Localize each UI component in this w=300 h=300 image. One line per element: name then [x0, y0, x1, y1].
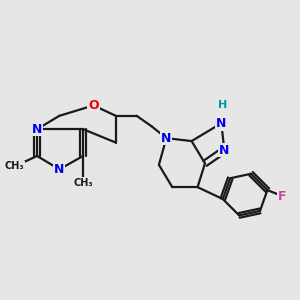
Text: CH₃: CH₃: [5, 161, 25, 171]
Text: N: N: [219, 143, 230, 157]
Text: N: N: [32, 123, 42, 136]
Text: H: H: [218, 100, 227, 110]
Text: CH₃: CH₃: [73, 178, 93, 188]
Text: N: N: [161, 132, 172, 145]
Text: O: O: [88, 99, 99, 112]
Text: N: N: [54, 163, 64, 176]
Text: N: N: [216, 117, 226, 130]
Text: F: F: [278, 190, 286, 202]
